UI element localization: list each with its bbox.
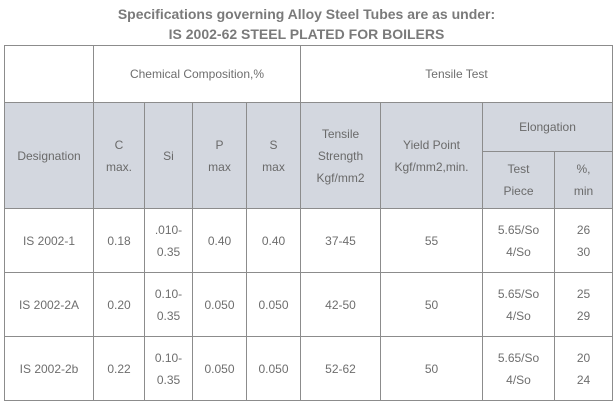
p-cell: 0.40 xyxy=(192,208,247,273)
percent-min-header: %, min xyxy=(553,151,613,209)
si-line2: 0.35 xyxy=(156,372,181,387)
s-cell: 0.40 xyxy=(246,208,301,273)
si-line2: 0.35 xyxy=(156,308,181,323)
pct-line1: 20 xyxy=(576,350,591,365)
percent-cell: 20 24 xyxy=(553,336,613,401)
pct-line2: 29 xyxy=(576,308,591,323)
c-header-line2: max. xyxy=(105,159,132,174)
tensile-cell: 37-45 xyxy=(300,208,381,273)
piece-line2: 4/So xyxy=(506,308,531,323)
s-cell: 0.050 xyxy=(246,272,301,337)
group-header-row: Chemical Composition,% Tensile Test xyxy=(4,45,613,103)
pct-line1: 25 xyxy=(576,286,591,301)
ts-header-line3: Kgf/mm2 xyxy=(316,170,365,185)
yield-point-header: Yield Point Kgf/mm2,min. xyxy=(380,102,483,209)
si-line2: 0.35 xyxy=(156,244,181,259)
c-cell: 0.18 xyxy=(93,208,145,273)
yield-cell: 55 xyxy=(380,208,483,273)
page-title: Specifications governing Alloy Steel Tub… xyxy=(117,6,496,22)
ts-header-line2: Strength xyxy=(317,148,364,163)
tp-header-line1: Test xyxy=(507,162,530,176)
si-line1: 0.10- xyxy=(154,350,183,365)
designation-cell: IS 2002-2b xyxy=(4,336,94,401)
s-header-line2: max xyxy=(262,159,285,174)
tensile-cell: 52-62 xyxy=(300,336,381,401)
yp-header-line1: Yield Point xyxy=(403,137,460,152)
pct-header-line2: min xyxy=(573,184,594,198)
pct-header-line1: %, xyxy=(576,162,591,176)
p-cell: 0.050 xyxy=(192,272,247,337)
si-cell: 0.10- 0.35 xyxy=(144,272,193,337)
designation-cell: IS 2002-1 xyxy=(4,208,94,273)
yp-header-line2: Kgf/mm2,min. xyxy=(394,159,469,174)
tensile-strength-header: Tensile Strength Kgf/mm2 xyxy=(300,102,381,209)
table-row: IS 2002-2A 0.20 0.10- 0.35 0.050 0.050 42… xyxy=(4,272,613,337)
tensile-cell: 42-50 xyxy=(300,272,381,337)
test-piece-header: Test Piece xyxy=(482,151,555,209)
si-line1: .010- xyxy=(154,222,183,237)
c-header-line1: C xyxy=(114,137,124,152)
designation-header: Designation xyxy=(4,102,94,209)
piece-line1: 5.65/So xyxy=(497,222,540,237)
test-piece-cell: 5.65/So 4/So xyxy=(482,272,555,337)
piece-line1: 5.65/So xyxy=(497,350,540,365)
percent-cell: 25 29 xyxy=(553,272,613,337)
pct-line1: 26 xyxy=(576,222,591,237)
table-row: IS 2002-2b 0.22 0.10- 0.35 0.050 0.050 52… xyxy=(4,336,613,401)
c-cell: 0.22 xyxy=(93,336,145,401)
percent-cell: 26 30 xyxy=(553,208,613,273)
table-row: IS 2002-1 0.18 .010- 0.35 0.40 0.40 37-45… xyxy=(4,208,613,273)
s-cell: 0.050 xyxy=(246,336,301,401)
blank-header-cell xyxy=(4,45,94,103)
p-header-line1: P xyxy=(215,137,224,152)
pct-line2: 30 xyxy=(576,244,591,259)
ts-header-line1: Tensile xyxy=(321,126,360,141)
si-cell: .010- 0.35 xyxy=(144,208,193,273)
yield-cell: 50 xyxy=(380,272,483,337)
test-piece-cell: 5.65/So 4/So xyxy=(482,208,555,273)
elongation-header: Elongation xyxy=(481,102,613,152)
page-subtitle: IS 2002-62 STEEL PLATED FOR BOILERS xyxy=(168,26,445,42)
designation-cell: IS 2002-2A xyxy=(4,272,94,337)
piece-line2: 4/So xyxy=(506,244,531,259)
p-cell: 0.050 xyxy=(192,336,247,401)
c-cell: 0.20 xyxy=(93,272,145,337)
subheader-row: Test Piece %, min xyxy=(5,151,613,209)
si-line1: 0.10- xyxy=(154,286,183,301)
chemical-composition-header: Chemical Composition,% xyxy=(93,45,301,103)
yield-cell: 50 xyxy=(380,336,483,401)
pct-line2: 24 xyxy=(576,372,591,387)
spec-table: Chemical Composition,% Tensile Test Desi… xyxy=(4,45,613,401)
tp-header-line2: Piece xyxy=(503,184,534,198)
p-header-line2: max xyxy=(208,159,231,174)
piece-line2: 4/So xyxy=(506,372,531,387)
s-header-line1: S xyxy=(269,137,278,152)
tensile-test-header: Tensile Test xyxy=(299,45,613,103)
si-header: Si xyxy=(144,102,193,209)
piece-line1: 5.65/So xyxy=(497,286,540,301)
test-piece-cell: 5.65/So 4/So xyxy=(482,336,555,401)
si-cell: 0.10- 0.35 xyxy=(144,336,193,401)
